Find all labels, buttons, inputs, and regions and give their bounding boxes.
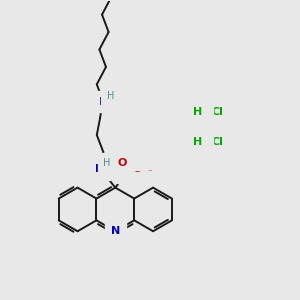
Text: N: N: [111, 226, 120, 236]
Text: N: N: [99, 97, 108, 107]
Text: H: H: [193, 137, 202, 147]
Text: H: H: [193, 107, 202, 117]
Text: N: N: [95, 164, 105, 174]
Text: –: –: [202, 136, 207, 148]
Text: O: O: [118, 158, 127, 169]
Text: Cl: Cl: [212, 137, 223, 147]
Text: N: N: [123, 167, 132, 177]
Text: ⁻: ⁻: [148, 168, 152, 177]
Text: O: O: [139, 167, 148, 177]
Text: –: –: [202, 106, 207, 119]
Text: Cl: Cl: [212, 107, 223, 117]
Text: H: H: [103, 158, 111, 168]
Text: H: H: [106, 91, 114, 101]
Text: –: –: [135, 167, 140, 176]
Text: +: +: [129, 163, 136, 172]
